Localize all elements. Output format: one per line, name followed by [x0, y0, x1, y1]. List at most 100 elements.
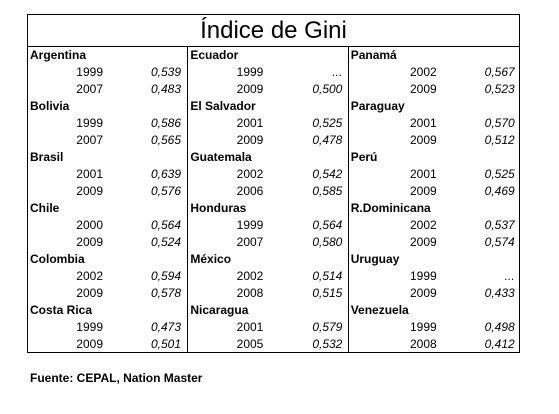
- country-block: Venezuela 1999 0,498 2008 0,412: [349, 302, 519, 353]
- data-row: 2009 0,512: [349, 132, 519, 149]
- data-row: 2009 0,576: [28, 183, 187, 200]
- gini-value-cell: 0,412: [484, 337, 515, 351]
- gini-value-cell: 0,501: [150, 337, 181, 351]
- data-row: 2009 0,500: [188, 81, 347, 98]
- year-cell: 2009: [409, 286, 437, 300]
- data-row: 2005 0,532: [188, 336, 347, 353]
- year-cell: 2002: [236, 167, 264, 181]
- gini-value-cell: 0,585: [312, 184, 343, 198]
- gini-value-cell: ...: [504, 269, 515, 283]
- gini-value-cell: 0,567: [484, 65, 515, 79]
- country-block: Chile 2000 0,564 2009 0,524: [28, 200, 187, 251]
- year-cell: 2009: [409, 184, 437, 198]
- gini-value-cell: ...: [332, 65, 343, 79]
- gini-value-cell: 0,500: [312, 82, 343, 96]
- year-cell: 2009: [409, 82, 437, 96]
- gini-value-cell: 0,525: [312, 116, 343, 130]
- country-block: Nicaragua 2001 0,579 2005 0,532: [188, 302, 347, 353]
- country-block: Colombia 2002 0,594 2009 0,578: [28, 251, 187, 302]
- country-name: Panamá: [350, 48, 397, 62]
- data-row: 2009 0,469: [349, 183, 519, 200]
- country-block: Argentina 1999 0,539 2007 0,483: [28, 47, 187, 98]
- country-name: Colombia: [30, 252, 85, 266]
- data-row: 2002 0,542: [188, 166, 347, 183]
- data-row: 2009 0,501: [28, 336, 187, 353]
- country-name: Argentina: [30, 48, 87, 62]
- year-cell: 2006: [236, 184, 264, 198]
- gini-value-cell: 0,514: [312, 269, 343, 283]
- year-cell: 2001: [236, 320, 264, 334]
- year-cell: 1999: [236, 218, 264, 232]
- data-row: 1999 0,473: [28, 319, 187, 336]
- gini-value-cell: 0,594: [150, 269, 181, 283]
- year-cell: 2008: [409, 337, 437, 351]
- country-name: R.Dominicana: [350, 201, 431, 215]
- country-name: Nicaragua: [190, 303, 249, 317]
- data-row: 2001 0,579: [188, 319, 347, 336]
- gini-value-cell: 0,539: [150, 65, 181, 79]
- gini-value-cell: 0,532: [312, 337, 343, 351]
- year-cell: 2009: [76, 235, 103, 249]
- gini-value-cell: 0,576: [150, 184, 181, 198]
- country-block: Guatemala 2002 0,542 2006 0,585: [188, 149, 347, 200]
- year-cell: 1999: [76, 65, 103, 79]
- year-cell: 2008: [236, 286, 264, 300]
- gini-value-cell: 0,473: [150, 320, 181, 334]
- data-row: 2002 0,537: [349, 217, 519, 234]
- country-name: Brasil: [30, 150, 64, 164]
- data-row: 2009 0,523: [349, 81, 519, 98]
- year-cell: 1999: [76, 320, 103, 334]
- gini-value-cell: 0,537: [484, 218, 515, 232]
- year-cell: 2002: [76, 269, 103, 283]
- gini-value-cell: 0,525: [484, 167, 515, 181]
- table-column: Panamá 2002 0,567 2009 0,523 Paraguay 2001 0,57…: [347, 47, 519, 353]
- data-row: 2008 0,515: [188, 285, 347, 302]
- data-row: 2002 0,514: [188, 268, 347, 285]
- country-block: Paraguay 2001 0,570 2009 0,512: [349, 98, 519, 149]
- gini-value-cell: 0,524: [150, 235, 181, 249]
- table-column: Ecuador 1999... 2009 0,500 El Salvador 2001 0,…: [187, 47, 347, 353]
- year-cell: 1999: [236, 65, 264, 79]
- year-cell: 2009: [76, 286, 103, 300]
- country-name: El Salvador: [190, 99, 256, 113]
- year-cell: 2005: [236, 337, 264, 351]
- data-row: 2009 0,478: [188, 132, 347, 149]
- year-cell: 2000: [76, 218, 103, 232]
- country-block: Ecuador 1999... 2009 0,500: [188, 47, 347, 98]
- data-row: 2001 0,570: [349, 115, 519, 132]
- data-row: 2002 0,594: [28, 268, 187, 285]
- country-block: México 2002 0,514 2008 0,515: [188, 251, 347, 302]
- gini-value-cell: 0,565: [150, 133, 181, 147]
- year-cell: 2009: [76, 337, 103, 351]
- table-column: Argentina 1999 0,539 2007 0,483 Bolivia 1999 0,…: [28, 47, 187, 353]
- gini-value-cell: 0,570: [484, 116, 515, 130]
- data-row: 2001 0,639: [28, 166, 187, 183]
- data-row: 2009 0,578: [28, 285, 187, 302]
- data-row: 2002 0,567: [349, 64, 519, 81]
- country-name: Chile: [30, 201, 60, 215]
- year-cell: 2002: [409, 65, 437, 79]
- data-row: 1999 0,564: [188, 217, 347, 234]
- data-row: 2001 0,525: [188, 115, 347, 132]
- year-cell: 2001: [236, 116, 264, 130]
- country-name: Guatemala: [190, 150, 252, 164]
- gini-table: Índice de Gini Argentina 1999 0,539 2007 0,4…: [27, 14, 520, 353]
- year-cell: 2001: [409, 167, 437, 181]
- gini-value-cell: 0,579: [312, 320, 343, 334]
- year-cell: 2009: [409, 133, 437, 147]
- year-cell: 2009: [236, 133, 264, 147]
- gini-value-cell: 0,515: [312, 286, 343, 300]
- country-block: Costa Rica 1999 0,473 2009 0,501: [28, 302, 187, 353]
- country-block: El Salvador 2001 0,525 2009 0,478: [188, 98, 347, 149]
- country-block: Bolivia 1999 0,586 2007 0,565: [28, 98, 187, 149]
- country-block: Honduras 1999 0,564 2007 0,580: [188, 200, 347, 251]
- data-row: 2007 0,483: [28, 81, 187, 98]
- data-row: 2008 0,412: [349, 336, 519, 353]
- year-cell: 2007: [236, 235, 264, 249]
- country-name: Honduras: [190, 201, 247, 215]
- year-cell: 2001: [409, 116, 437, 130]
- data-row: 2009 0,433: [349, 285, 519, 302]
- year-cell: 2009: [409, 235, 437, 249]
- gini-value-cell: 0,542: [312, 167, 343, 181]
- country-block: Brasil 2001 0,639 2009 0,576: [28, 149, 187, 200]
